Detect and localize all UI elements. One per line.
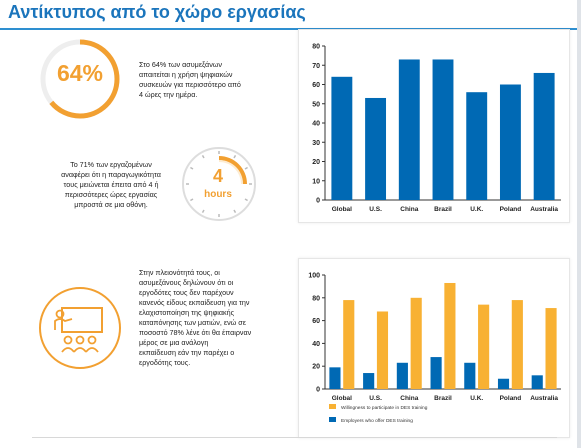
bar bbox=[533, 72, 555, 200]
percent-ring-icon bbox=[40, 39, 120, 119]
bar bbox=[444, 282, 456, 389]
x-tick-label: Poland bbox=[500, 395, 522, 402]
y-tick-label: 50 bbox=[312, 101, 320, 108]
stat-text-line: απαιτείται η χρήση ψηφιακών bbox=[139, 70, 233, 79]
clock-hours-value: 4 bbox=[212, 166, 223, 186]
y-tick-label: 60 bbox=[312, 318, 320, 325]
bar bbox=[499, 84, 521, 200]
clock-icon bbox=[182, 147, 256, 221]
stat-text-line: ποσοστό 78% λένε ότι θα έπαιρναν bbox=[139, 328, 252, 337]
y-tick-label: 20 bbox=[312, 364, 320, 371]
page-title: Αντίκτυπος από το χώρο εργασίας bbox=[8, 2, 306, 22]
y-tick-label: 0 bbox=[316, 387, 320, 394]
bar bbox=[466, 92, 488, 200]
x-tick-label: Global bbox=[332, 395, 352, 402]
stat-text-line: μέρος σε μια ανάλογη bbox=[139, 338, 209, 347]
legend-label: Willingness to participate in DES traini… bbox=[341, 405, 428, 411]
x-tick-label: U.S. bbox=[369, 206, 382, 213]
classroom-training-icon bbox=[39, 287, 121, 369]
x-tick-label: Brazil bbox=[434, 395, 452, 402]
legend-label: Employers who offer DES training bbox=[341, 418, 413, 424]
y-tick-label: 20 bbox=[312, 159, 320, 166]
stat-text-line: εκπαίδευση εάν την παρέχει ο bbox=[139, 348, 235, 357]
clock-tick bbox=[233, 209, 237, 213]
stat-text-line: 4 ώρες την ημέρα. bbox=[139, 90, 198, 99]
clock-tick bbox=[244, 198, 248, 202]
bar bbox=[497, 378, 510, 389]
stat-text-line: αναφέρει ότι η παραγωγικότητα bbox=[61, 170, 161, 179]
clock-tick bbox=[201, 155, 205, 159]
y-tick-label: 40 bbox=[312, 341, 320, 348]
y-tick-label: 100 bbox=[308, 273, 320, 280]
stat-text-line: κανενός είδους εκπαίδευση για την bbox=[139, 298, 250, 307]
y-tick-label: 80 bbox=[312, 295, 320, 302]
stat-text-line: περισσότερες ώρες εργασίας bbox=[64, 190, 158, 199]
stat-text-line: καταπόνησης των ματιών, ενώ σε bbox=[139, 318, 246, 327]
chart-panel: 0 20 40 60 80 100 Global U.S. China Brazil U.K. Pol… bbox=[298, 258, 570, 438]
clock-tick bbox=[190, 198, 194, 202]
stat-text-line: συσκευών για περισσότερο από bbox=[139, 80, 241, 89]
bar bbox=[398, 59, 420, 200]
stat-description: Το 71% των εργαζομένων αναφέρει ότι η παρ… bbox=[50, 160, 172, 210]
clock-hours-unit: hours bbox=[204, 189, 232, 200]
bar bbox=[396, 362, 408, 389]
page-edge bbox=[577, 0, 581, 448]
bar-chart: 0 10 20 30 40 50 60 70 80 Global U.S. China Brazil U.… bbox=[312, 44, 561, 213]
x-tick-label: U.S. bbox=[369, 395, 382, 402]
bar bbox=[343, 300, 355, 389]
y-tick-label: 0 bbox=[316, 198, 320, 205]
stat-text-line: Στην πλειονότητά τους, οι bbox=[139, 268, 220, 277]
legend-swatch bbox=[329, 417, 336, 422]
y-tick-label: 40 bbox=[312, 121, 320, 128]
x-tick-label: U.K. bbox=[470, 206, 483, 213]
bar bbox=[511, 300, 523, 389]
bar bbox=[410, 297, 422, 389]
x-tick-label: Brazil bbox=[434, 206, 452, 213]
clock-tick bbox=[201, 209, 205, 213]
x-tick-label: Poland bbox=[500, 206, 522, 213]
bar bbox=[331, 76, 353, 200]
y-tick-label: 60 bbox=[312, 82, 320, 89]
grouped-bar-chart: 0 20 40 60 80 100 Global U.S. China Brazil U.K. Pol… bbox=[308, 273, 561, 424]
header-divider bbox=[0, 28, 581, 30]
bar bbox=[365, 97, 387, 200]
x-tick-label: Australia bbox=[530, 206, 558, 213]
stat-text-line: εργοδότες τους δεν παρέχουν bbox=[139, 288, 234, 297]
bar bbox=[432, 59, 454, 200]
stat-text-line: τους μειώνεται έπειτα από 4 ή bbox=[63, 180, 159, 189]
y-tick-label: 70 bbox=[312, 63, 320, 70]
bar bbox=[329, 367, 341, 389]
y-tick-label: 30 bbox=[312, 140, 320, 147]
x-tick-label: U.K. bbox=[470, 395, 483, 402]
clock-tick bbox=[190, 166, 194, 170]
stat-text-line: εργοδότης τους. bbox=[139, 358, 191, 367]
bar bbox=[531, 375, 543, 389]
chart-panel: 0 10 20 30 40 50 60 70 80 Global U.S. China Brazil U.… bbox=[298, 29, 570, 223]
bar bbox=[376, 311, 389, 389]
stat-text-line: Στο 64% των ασυμεξάνων bbox=[139, 60, 222, 69]
percent-ring-arc bbox=[40, 39, 120, 119]
x-tick-label: China bbox=[400, 206, 418, 213]
bar bbox=[464, 362, 476, 389]
bar bbox=[478, 304, 490, 389]
bar bbox=[363, 373, 375, 389]
stat-text-line: μπροστά σε μια οθόνη. bbox=[74, 200, 148, 209]
y-tick-label: 80 bbox=[312, 44, 320, 51]
stat-value: 64% bbox=[56, 60, 104, 86]
x-tick-label: China bbox=[400, 395, 418, 402]
bar bbox=[545, 308, 557, 389]
y-tick-label: 10 bbox=[312, 178, 320, 185]
x-tick-label: Australia bbox=[530, 395, 558, 402]
stat-text-line: ασυμεξάνους δηλώνουν ότι οι bbox=[139, 278, 234, 287]
clock-tick bbox=[233, 155, 237, 159]
stat-description: Στο 64% των ασυμεξάνων απαιτείται η χρήση… bbox=[139, 60, 267, 100]
footer-divider bbox=[32, 437, 557, 438]
legend-swatch bbox=[329, 404, 336, 409]
x-tick-label: Global bbox=[332, 206, 352, 213]
clock-tick bbox=[244, 166, 248, 170]
stat-text-line: Το 71% των εργαζομένων bbox=[70, 160, 152, 169]
bar bbox=[430, 357, 442, 389]
stat-description: Στην πλειονότητά τους, οι ασυμεξάνους δηλ… bbox=[139, 268, 267, 368]
stat-text-line: ελαχιστοποίηση της ψηφιακής bbox=[139, 308, 235, 317]
